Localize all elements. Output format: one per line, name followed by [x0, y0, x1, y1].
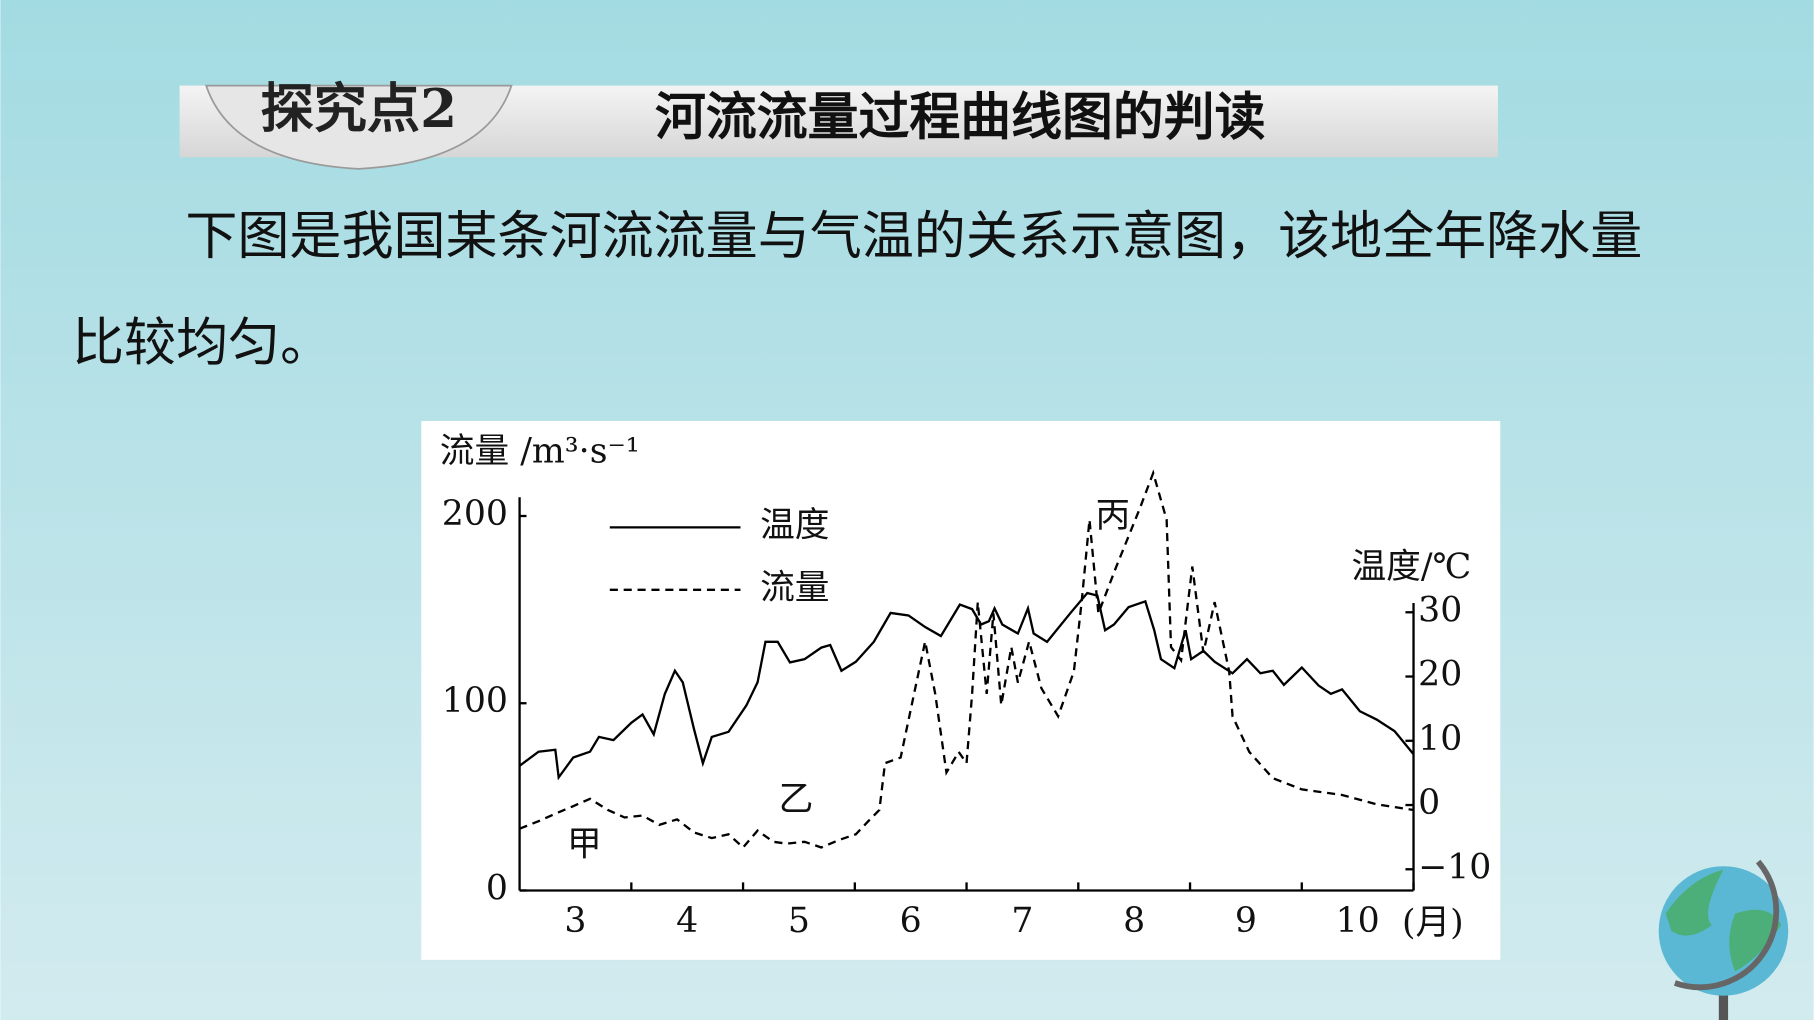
legend-label: 流量: [760, 568, 829, 608]
x-tick-label: 7: [1011, 901, 1033, 941]
x-tick-label: 5: [788, 901, 810, 941]
annotation: 乙: [779, 779, 814, 819]
header-label: 探究点2: [261, 77, 458, 140]
x-tick-label: 6: [900, 901, 922, 941]
paragraph-line: 下图是我国某条河流流量与气温的关系示意图，该地全年降水量: [185, 207, 1642, 267]
x-tick-label: 10: [1336, 901, 1380, 941]
y2-tick-label: 30: [1418, 590, 1462, 630]
annotation: 丙: [1095, 496, 1130, 536]
chart-panel: [421, 420, 1501, 960]
y-tick-label: 100: [442, 681, 508, 721]
x-tick-label: 8: [1123, 901, 1145, 941]
y2-axis-label: 温度/℃: [1351, 547, 1471, 587]
header-title: 河流流量过程曲线图的判读: [655, 87, 1266, 146]
y2-tick-label: 10: [1418, 719, 1462, 759]
y2-tick-label: −10: [1418, 847, 1491, 887]
x-tick-label: 4: [676, 901, 698, 941]
y-tick-label: 200: [442, 494, 508, 534]
y2-tick-label: 0: [1418, 783, 1440, 823]
x-axis-label: (月): [1402, 903, 1464, 943]
series-line: [519, 469, 1414, 850]
y-axis-label: 流量 /m³·s⁻¹: [440, 431, 640, 471]
y2-tick-label: 20: [1418, 655, 1462, 695]
annotation: 甲: [567, 825, 602, 865]
y-tick-label: 0: [486, 868, 508, 908]
paragraph-line: 比较均匀。: [72, 313, 332, 373]
globe-icon: [1658, 859, 1789, 1020]
x-tick-label: 3: [564, 901, 586, 941]
chart: 流量 /m³·s⁻¹ 温度/℃ (月) 0 100 200 −10 0 10 20 30 3 4 5 6 7 8…: [440, 431, 1492, 943]
x-tick-label: 9: [1235, 901, 1257, 941]
legend-label: 温度: [760, 505, 829, 545]
header-arc: [204, 84, 513, 170]
